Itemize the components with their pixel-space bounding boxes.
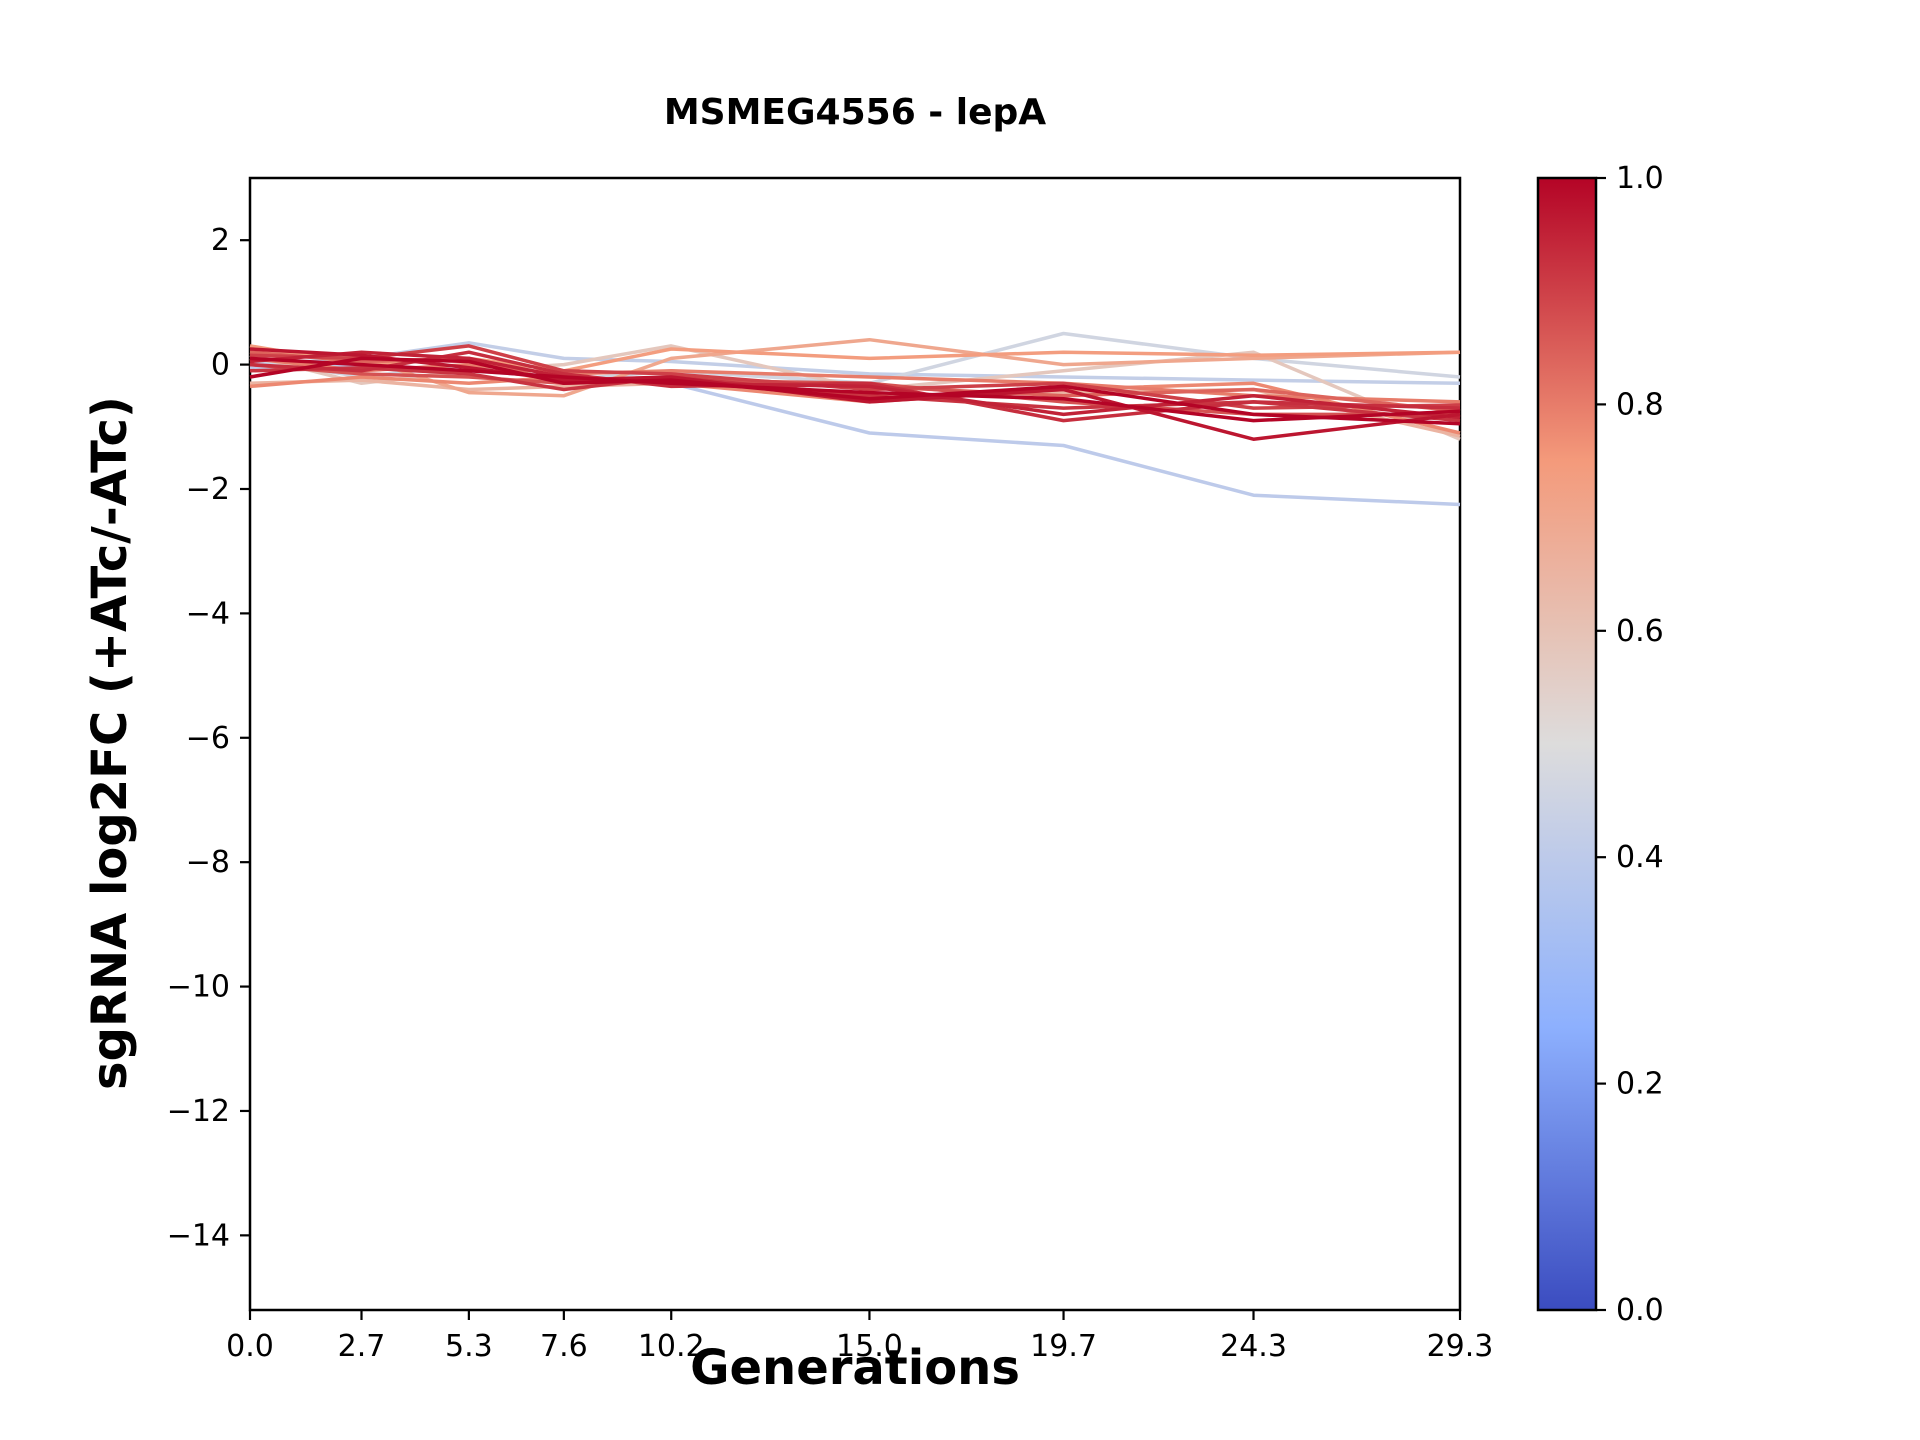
- y-tick-label: −4: [186, 596, 230, 631]
- colorbar-tick-label: 0.6: [1616, 614, 1664, 649]
- x-axis-label: Generations: [690, 1340, 1020, 1396]
- x-tick-label: 24.3: [1220, 1329, 1287, 1364]
- colorbar-tick-label: 0.0: [1616, 1293, 1664, 1328]
- y-tick-label: −6: [186, 721, 230, 756]
- sgrna-line: [249, 356, 1461, 423]
- x-tick-label: 7.6: [540, 1329, 588, 1364]
- x-tick-label: 19.7: [1030, 1329, 1097, 1364]
- colorbar-border: [1536, 176, 1598, 1312]
- x-tick-label: 10.2: [638, 1329, 705, 1364]
- colorbar-tick-label: 0.4: [1616, 840, 1664, 875]
- x-tick-label: 0.0: [226, 1329, 274, 1364]
- x-tick-label: 29.3: [1427, 1329, 1494, 1364]
- y-tick-label: −10: [167, 970, 230, 1005]
- chart-title: MSMEG4556 - lepA: [663, 92, 1047, 133]
- colorbar-tick-label: 0.2: [1616, 1067, 1664, 1102]
- x-tick-label: 5.3: [445, 1329, 493, 1364]
- y-tick-label: −14: [167, 1218, 230, 1253]
- x-tick-label: 15.0: [836, 1329, 903, 1364]
- y-tick-label: 2: [211, 223, 230, 258]
- sgrna-line: [249, 344, 1461, 373]
- sgrna-line: [249, 350, 1461, 423]
- colorbar-tick-label: 1.0: [1616, 161, 1664, 196]
- y-tick-label: −8: [186, 845, 230, 880]
- plot-border: [248, 176, 1462, 1312]
- x-tick-label: 2.7: [338, 1329, 386, 1364]
- y-tick-label: −2: [186, 472, 230, 507]
- colorbar-tick-label: 0.8: [1616, 387, 1664, 422]
- y-tick-label: −12: [167, 1094, 230, 1129]
- y-tick-label: 0: [211, 348, 230, 383]
- colorbar: [1538, 178, 1596, 1310]
- sgrna-line: [249, 356, 1461, 426]
